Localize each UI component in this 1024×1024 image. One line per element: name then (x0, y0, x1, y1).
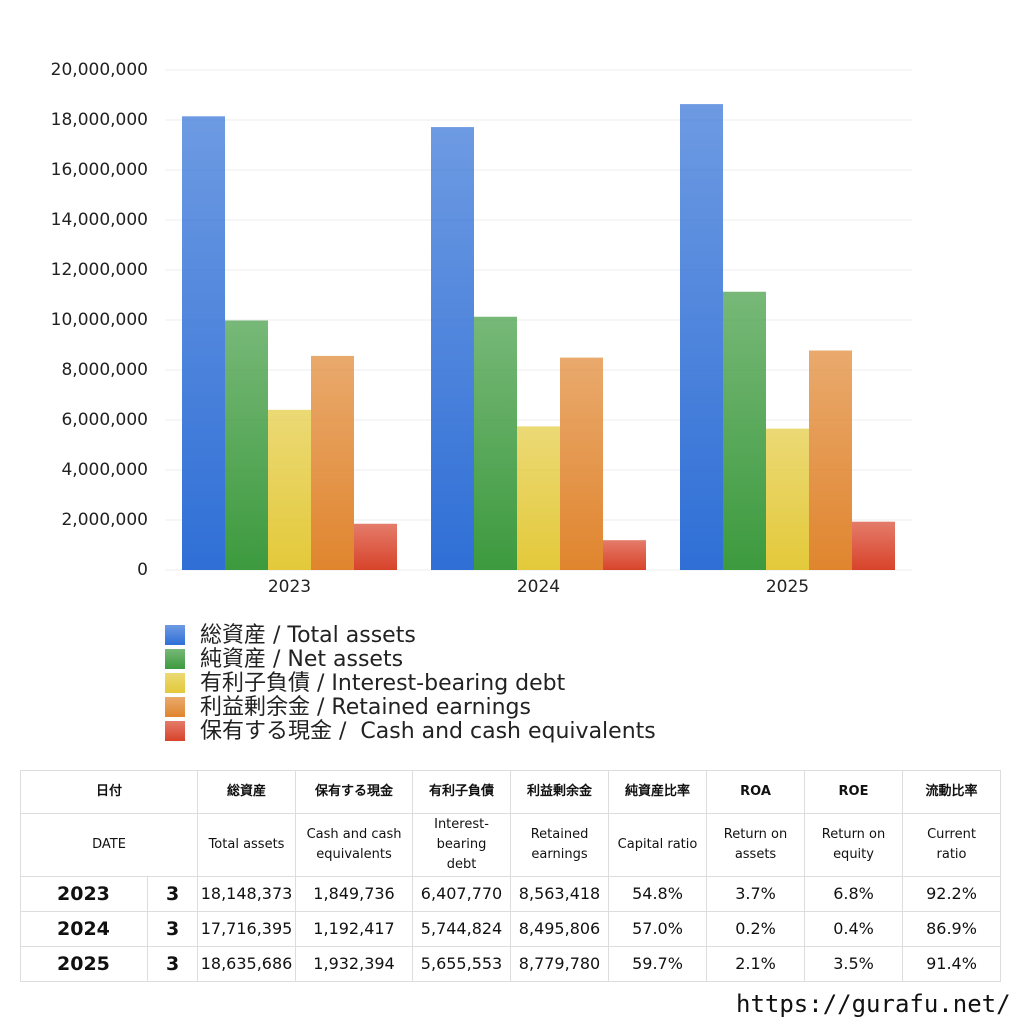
legend-label: 総資産 / Total assets (200, 623, 416, 648)
bar (766, 428, 809, 570)
bar (311, 355, 354, 570)
table-cell: 8,495,806 (510, 911, 610, 947)
bar (474, 316, 517, 570)
table-cell: ROE (804, 770, 904, 814)
table-row: DATE Total assets Cash and cash equivalent… (19, 813, 1002, 877)
footer-url: https://gurafu.net/ (736, 990, 1011, 1018)
table-cell: 2.1% (706, 946, 806, 982)
table-cell: 純資産比率 (608, 770, 708, 814)
table-cell: Return on equity (804, 813, 904, 877)
table-cell: 92.2% (902, 876, 1002, 912)
table-cell: 54.8% (608, 876, 708, 912)
table-cell: 91.4% (902, 946, 1002, 982)
legend-swatch (165, 721, 185, 741)
bar (182, 116, 225, 570)
legend-swatch (165, 625, 185, 645)
table-cell: 6.8% (804, 876, 904, 912)
table-cell: 57.0% (608, 911, 708, 947)
bar (431, 127, 474, 571)
y-tick-label: 20,000,000 (51, 60, 148, 80)
table-row: 日付 総資産 保有する現金 有利子負債 利益剰余金 純資産比率 ROA ROE 流動比率 (19, 770, 1002, 814)
table-cell: 8,779,780 (510, 946, 610, 982)
table-cell: 利益剰余金 (510, 770, 610, 814)
x-tick-label: 2024 (517, 577, 560, 597)
table-row: 2025 3 18,635,686 1,932,394 5,655,553 8,779,7… (20, 946, 1002, 982)
table-cell: 3 (146, 911, 199, 947)
table-cell: 総資産 (197, 770, 297, 814)
bar (268, 409, 311, 570)
bar (560, 357, 603, 570)
table-cell: 3 (146, 946, 199, 982)
table-cell: 流動比率 (902, 770, 1002, 814)
table-cell: 5,744,824 (412, 911, 512, 947)
table-cell: 1,932,394 (295, 946, 414, 982)
table-cell: 2025 (20, 946, 148, 982)
y-tick-label: 8,000,000 (61, 360, 148, 380)
y-tick-label: 14,000,000 (51, 210, 148, 230)
y-tick-label: 10,000,000 (51, 310, 148, 330)
bar (723, 291, 766, 570)
legend-label: 有利子負債 / Interest-bearing debt (200, 671, 566, 696)
table-cell: 有利子負債 (412, 770, 512, 814)
table-cell: Current ratio (902, 813, 1002, 877)
table-cell: 6,407,770 (412, 876, 512, 912)
table-cell: Cash and cash equivalents (295, 813, 414, 877)
table-cell: 3.5% (804, 946, 904, 982)
table-cell: Total assets (197, 813, 297, 877)
table-cell: 18,635,686 (197, 946, 297, 982)
legend-label: 保有する現金 / Cash and cash equivalents (200, 719, 656, 744)
x-tick-label: 2025 (766, 577, 809, 597)
table-cell: Retained earnings (510, 813, 610, 877)
table-cell: 5,655,553 (412, 946, 512, 982)
table-cell: 3 (146, 876, 199, 912)
bar (680, 104, 723, 570)
table-cell: 2023 (20, 876, 148, 912)
table-cell: 59.7% (608, 946, 708, 982)
y-tick-label: 16,000,000 (51, 160, 148, 180)
legend-swatch (165, 697, 185, 717)
table-cell: DATE (19, 813, 199, 877)
table-cell: 保有する現金 (295, 770, 414, 814)
legend-label: 利益剰余金 / Retained earnings (200, 695, 531, 720)
bar (517, 426, 560, 570)
legend-swatch (165, 673, 185, 693)
table-cell: 0.2% (706, 911, 806, 947)
table-cell: 8,563,418 (510, 876, 610, 912)
y-tick-label: 2,000,000 (61, 510, 148, 530)
y-tick-label: 6,000,000 (61, 410, 148, 430)
table-cell: 1,849,736 (295, 876, 414, 912)
table-row: 2023 3 18,148,373 1,849,736 6,407,770 8,563,4… (20, 876, 1002, 912)
table-cell: 86.9% (902, 911, 1002, 947)
table-cell: Interest- bearing debt (412, 813, 512, 877)
table-cell: 1,192,417 (295, 911, 414, 947)
bar (354, 523, 397, 570)
table-cell: ROA (706, 770, 806, 814)
table-cell: 2024 (20, 911, 148, 947)
bar (603, 540, 646, 570)
table-cell: 日付 (19, 770, 199, 814)
y-tick-label: 18,000,000 (51, 110, 148, 130)
bar (852, 521, 895, 570)
y-tick-label: 4,000,000 (61, 460, 148, 480)
x-tick-label: 2023 (268, 577, 311, 597)
y-tick-label: 12,000,000 (51, 260, 148, 280)
chart: 0 2,000,000 4,000,000 6,000,000 8,000,000 10,… (51, 60, 912, 744)
table-cell: 18,148,373 (197, 876, 297, 912)
table-cell: 17,716,395 (197, 911, 297, 947)
table-cell: 3.7% (706, 876, 806, 912)
legend-swatch (165, 649, 185, 669)
bar (225, 320, 268, 570)
table-cell: Return on assets (706, 813, 806, 877)
table-cell: 0.4% (804, 911, 904, 947)
bar (809, 350, 852, 570)
table-cell: Capital ratio (608, 813, 708, 877)
data-table: 日付 総資産 保有する現金 有利子負債 利益剰余金 純資産比率 ROA ROE 流動比率 DATE… (19, 770, 1002, 982)
legend-label: 純資産 / Net assets (200, 647, 403, 672)
y-tick-label: 0 (137, 560, 148, 580)
table-row: 2024 3 17,716,395 1,192,417 5,744,824 8,495,8… (20, 911, 1002, 947)
